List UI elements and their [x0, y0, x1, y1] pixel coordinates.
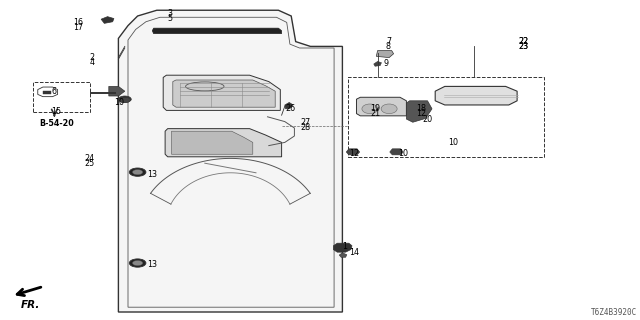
- Polygon shape: [109, 86, 125, 96]
- Bar: [33, 82, 90, 112]
- Text: 22: 22: [518, 37, 529, 46]
- Polygon shape: [285, 102, 293, 109]
- Text: 20: 20: [422, 115, 433, 124]
- Text: 3: 3: [168, 9, 173, 18]
- Text: 19: 19: [370, 104, 380, 113]
- Text: B-54-20: B-54-20: [40, 119, 74, 128]
- Text: 10: 10: [448, 138, 458, 147]
- Circle shape: [132, 260, 143, 266]
- Circle shape: [118, 96, 131, 102]
- Polygon shape: [406, 101, 432, 122]
- Text: 22: 22: [518, 37, 529, 46]
- Text: 23: 23: [518, 42, 529, 51]
- Text: 24: 24: [84, 154, 95, 163]
- Text: 25: 25: [84, 159, 95, 168]
- Circle shape: [129, 168, 146, 176]
- Text: 5: 5: [168, 14, 173, 23]
- Text: 4: 4: [90, 58, 95, 67]
- Polygon shape: [118, 98, 131, 102]
- Text: 12: 12: [416, 109, 426, 118]
- Text: 2: 2: [90, 53, 95, 62]
- Text: 9: 9: [384, 60, 389, 68]
- Text: T6Z4B3920C: T6Z4B3920C: [591, 308, 637, 317]
- Circle shape: [132, 170, 143, 175]
- Bar: [43, 91, 51, 94]
- Polygon shape: [152, 28, 282, 34]
- Circle shape: [129, 259, 146, 267]
- Text: 12: 12: [349, 149, 359, 158]
- Polygon shape: [376, 51, 394, 58]
- Polygon shape: [356, 97, 406, 116]
- Polygon shape: [435, 86, 517, 105]
- Text: 6: 6: [51, 87, 56, 96]
- Polygon shape: [346, 149, 360, 155]
- Polygon shape: [163, 75, 280, 110]
- Polygon shape: [101, 17, 114, 23]
- Text: 14: 14: [349, 248, 359, 257]
- Bar: [348, 77, 544, 157]
- Text: 13: 13: [147, 260, 157, 269]
- Text: 21: 21: [370, 109, 380, 118]
- Text: 17: 17: [73, 23, 83, 32]
- Text: 16: 16: [73, 18, 83, 27]
- Text: 28: 28: [301, 123, 311, 132]
- Text: 8: 8: [386, 42, 391, 51]
- Text: 7: 7: [386, 37, 391, 46]
- Polygon shape: [173, 80, 275, 107]
- Text: 15: 15: [51, 107, 61, 116]
- Text: 26: 26: [285, 104, 296, 113]
- Polygon shape: [390, 149, 403, 155]
- Text: 10: 10: [398, 149, 408, 158]
- Polygon shape: [118, 10, 342, 312]
- Text: 10: 10: [114, 98, 124, 107]
- Text: 23: 23: [518, 42, 529, 51]
- Polygon shape: [339, 253, 347, 257]
- Ellipse shape: [381, 104, 397, 114]
- Text: 1: 1: [342, 242, 348, 251]
- Polygon shape: [165, 129, 282, 157]
- Polygon shape: [333, 243, 352, 252]
- Text: 27: 27: [301, 118, 311, 127]
- Polygon shape: [172, 131, 253, 154]
- Text: 18: 18: [416, 104, 426, 113]
- Ellipse shape: [362, 104, 378, 114]
- Polygon shape: [374, 61, 381, 66]
- Text: FR.: FR.: [21, 300, 40, 310]
- Text: 13: 13: [147, 170, 157, 179]
